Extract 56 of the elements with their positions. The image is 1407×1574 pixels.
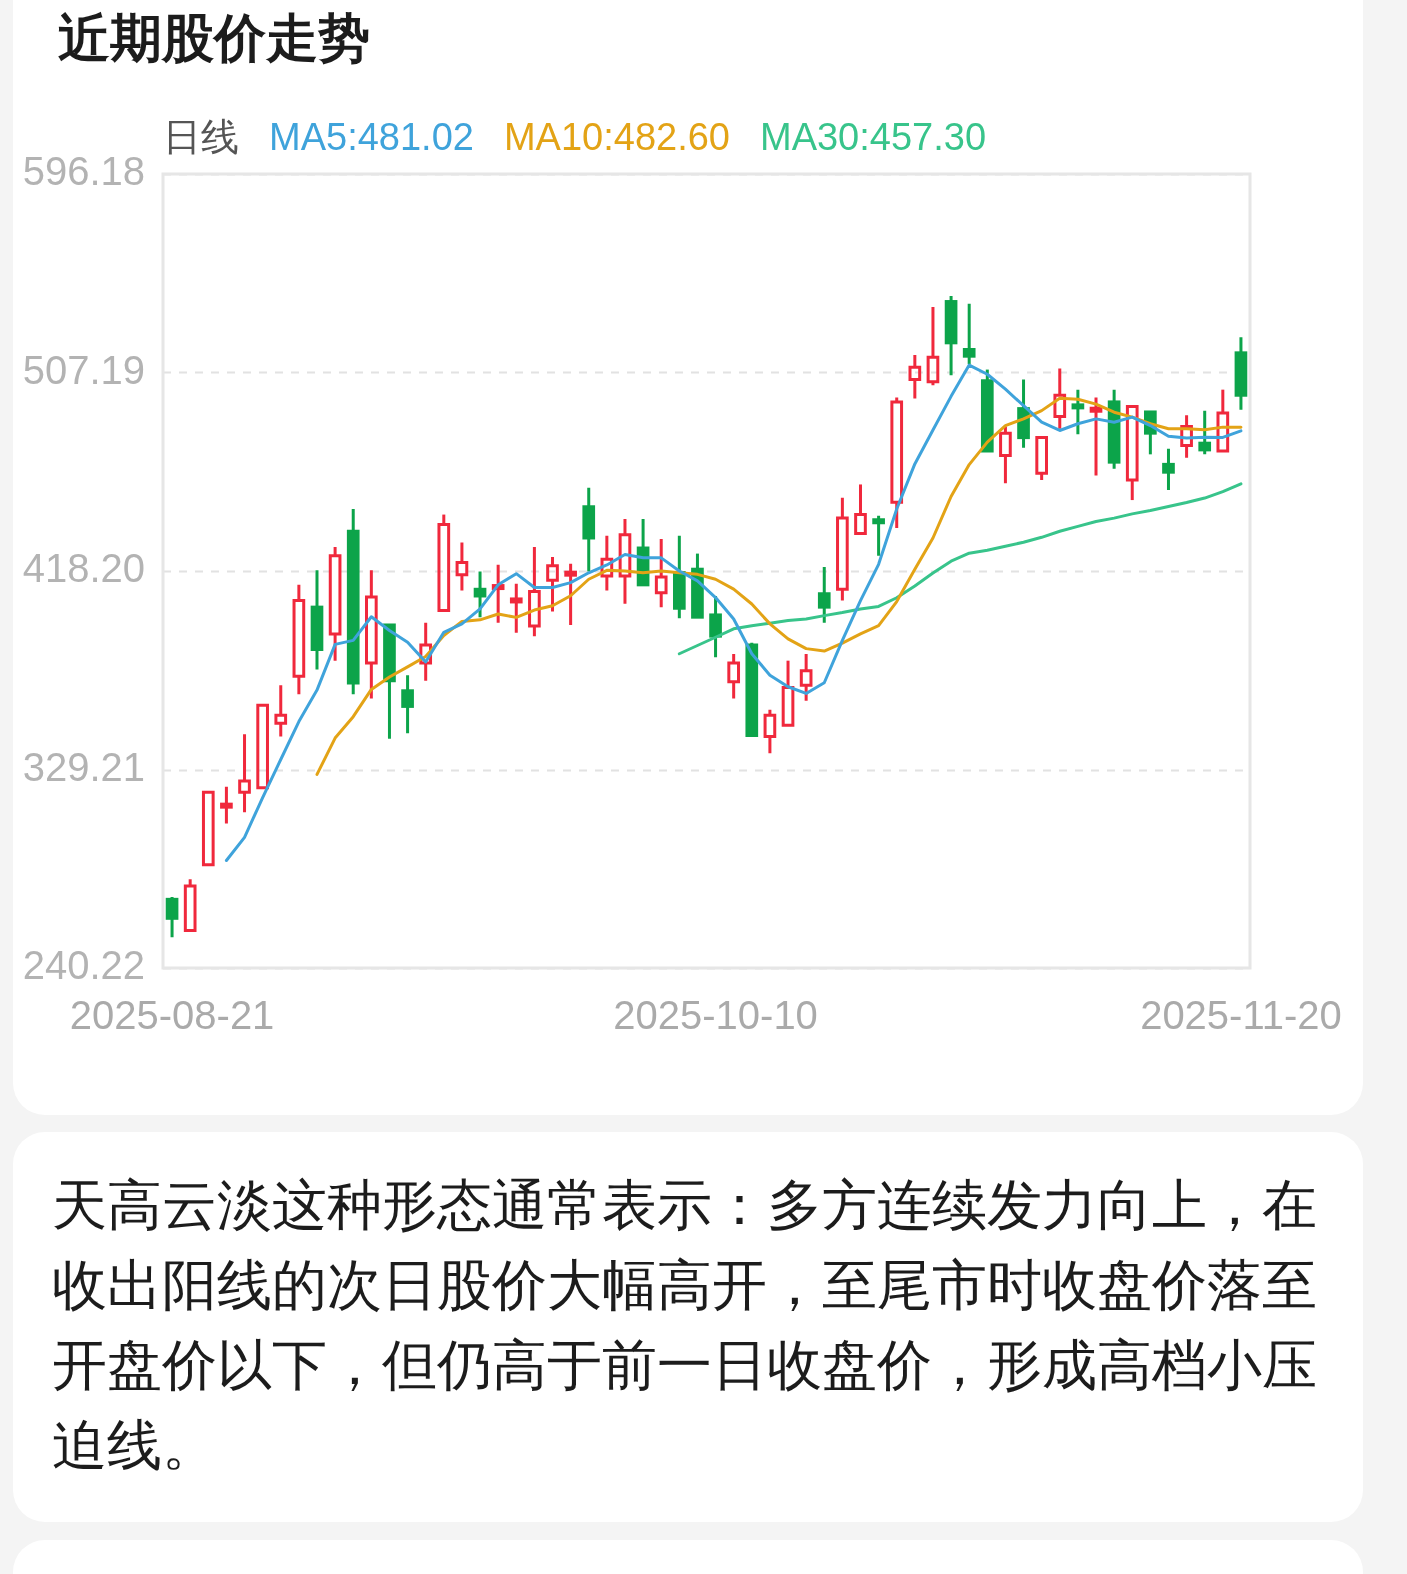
- candlestick: [854, 484, 867, 536]
- x-tick-label: 2025-10-10: [613, 993, 818, 1038]
- x-tick-label: 2025-08-21: [69, 993, 275, 1038]
- y-tick-label: 596.18: [22, 149, 145, 194]
- text: MA10:482.60: [503, 115, 730, 160]
- candlestick: [1162, 448, 1175, 491]
- candlestick: [1125, 404, 1139, 502]
- candlestick: [654, 539, 668, 608]
- x-tick-label: 2025-11-20: [1140, 993, 1342, 1038]
- candlestick: [238, 734, 251, 813]
- candlestick: [274, 685, 288, 737]
- candlestick: [1216, 389, 1230, 453]
- candlestick: [1089, 397, 1103, 476]
- candlestick: [328, 546, 342, 661]
- candlestick: [220, 786, 233, 824]
- candlestick: [509, 583, 523, 633]
- candlestick: [872, 515, 885, 556]
- candlestick: [672, 535, 686, 619]
- candlestick: [618, 519, 632, 604]
- candlestick: [401, 675, 414, 734]
- candlestick: [564, 563, 577, 625]
- candlestick: [292, 584, 306, 695]
- candlestick: [781, 660, 795, 727]
- candlestick: [727, 653, 741, 699]
- candlestick: [528, 546, 541, 637]
- chart-title: 近期股价走势: [58, 8, 370, 69]
- candlestick: [455, 542, 469, 591]
- candlestick: [1053, 368, 1067, 429]
- candlestick: [165, 897, 179, 938]
- candlestick: [256, 703, 269, 790]
- candlestick: [926, 307, 940, 386]
- candlestick: [383, 623, 396, 739]
- y-tick-label: 507.19: [22, 347, 145, 392]
- candlestick: [999, 426, 1012, 484]
- candlestick: [310, 570, 324, 670]
- candlestick: [763, 709, 777, 754]
- candlestick: [799, 653, 813, 701]
- text: MA30:457.30: [759, 115, 987, 160]
- y-tick-label: 418.20: [22, 546, 145, 591]
- text: 天高云淡这种形态通常表示：多方连续发力向上，在收出阳线的次日股价大幅高开，至尾市时收盘价落至开盘价以下，但仍高于前一日收盘价，形成高档小压迫线。: [52, 1173, 1318, 1478]
- candlestick: [582, 487, 596, 572]
- candlestick: [836, 497, 849, 601]
- candlestick: [546, 556, 559, 612]
- legend-title: 日线: [163, 115, 239, 160]
- y-tick-label: 329.21: [22, 744, 145, 789]
- candlestick: [908, 355, 922, 399]
- candlestick: [890, 397, 904, 528]
- candlestick: [944, 295, 958, 376]
- candlestick: [1198, 410, 1212, 455]
- candlestick: [346, 508, 360, 695]
- candlestick: [962, 303, 976, 364]
- y-tick-label: 240.22: [22, 943, 145, 988]
- candlestick: [817, 566, 831, 623]
- candlestick: [1234, 337, 1248, 410]
- candlestick: [365, 570, 378, 699]
- text: MA5:481.02: [269, 115, 474, 160]
